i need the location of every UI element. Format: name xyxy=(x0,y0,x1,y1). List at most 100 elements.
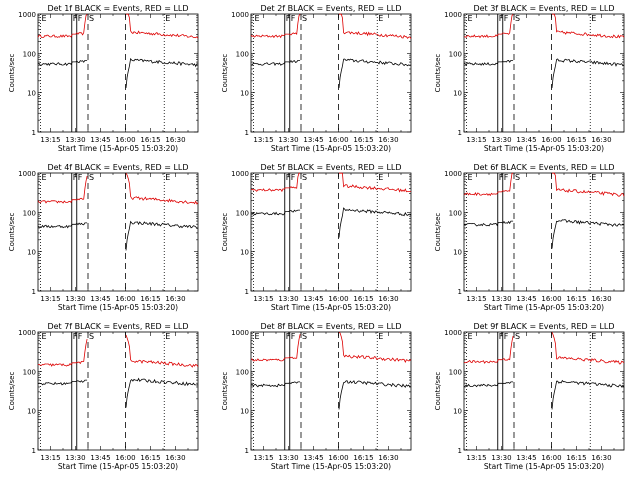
x-tick-label: 13:45 xyxy=(303,454,323,462)
y-tick-label: 1000 xyxy=(231,170,249,178)
marker-label: F xyxy=(291,173,296,182)
x-tick-label: 13:45 xyxy=(516,136,536,144)
marker-label: F xyxy=(504,14,509,23)
events-series-line xyxy=(37,220,199,251)
marker-label: E xyxy=(255,173,260,182)
x-tick-label: 13:15 xyxy=(466,295,486,303)
marker-label: F xyxy=(499,173,504,182)
marker-label: S xyxy=(515,332,520,341)
marker-label: F xyxy=(291,332,296,341)
marker-label: F xyxy=(73,14,78,23)
y-axis-label: Counts/sec xyxy=(221,372,229,411)
y-tick-label: 1000 xyxy=(18,170,36,178)
x-tick-label: 16:00 xyxy=(115,136,135,144)
y-tick-label: 1000 xyxy=(18,11,36,19)
panel-9: Det 9f BLACK = Events, RED = LLD 1 10 100 10… xyxy=(434,322,625,471)
x-tick-label: 16:00 xyxy=(328,454,348,462)
x-tick-label: 16:15 xyxy=(353,454,373,462)
marker-label: F xyxy=(504,332,509,341)
y-tick-label: 100 xyxy=(236,368,249,376)
lld-series-line xyxy=(37,13,199,39)
y-tick-label: 1 xyxy=(245,129,249,137)
events-series-line xyxy=(37,377,199,408)
y-tick-label: 100 xyxy=(23,50,36,58)
x-axis-label: Start Time (15-Apr-05 15:03:20) xyxy=(58,303,178,312)
marker-label: E xyxy=(591,14,596,23)
y-tick-label: 100 xyxy=(236,209,249,217)
y-tick-label: 1 xyxy=(245,447,249,455)
y-tick-label: 1000 xyxy=(231,11,249,19)
panel-4: Det 4f BLACK = Events, RED = LLD 1 10 100 10… xyxy=(8,163,199,312)
x-tick-label: 16:30 xyxy=(378,295,398,303)
x-tick-label: 13:30 xyxy=(65,136,85,144)
marker-label: F xyxy=(286,173,291,182)
x-tick-label: 16:15 xyxy=(566,136,586,144)
marker-label: E xyxy=(165,332,170,341)
events-series-line xyxy=(463,58,625,88)
x-tick-label: 13:30 xyxy=(278,454,298,462)
y-axis-label: Counts/sec xyxy=(434,372,442,411)
x-tick-label: 13:15 xyxy=(253,136,273,144)
y-axis-label: Counts/sec xyxy=(434,213,442,252)
y-tick-label: 1000 xyxy=(444,170,462,178)
x-tick-label: 16:15 xyxy=(566,295,586,303)
lld-series-line xyxy=(463,13,625,39)
y-axis-label: Counts/sec xyxy=(8,372,16,411)
x-tick-label: 13:30 xyxy=(278,295,298,303)
x-tick-label: 16:00 xyxy=(328,295,348,303)
lld-series-line xyxy=(463,332,625,365)
y-tick-label: 1 xyxy=(32,447,36,455)
y-tick-label: 100 xyxy=(449,209,462,217)
y-tick-label: 10 xyxy=(27,249,36,257)
y-tick-label: 10 xyxy=(240,249,249,257)
panel-1: Det 1f BLACK = Events, RED = LLD 1 10 100 10… xyxy=(8,4,199,153)
marker-label: E xyxy=(378,332,383,341)
x-tick-label: 13:30 xyxy=(278,136,298,144)
y-tick-label: 100 xyxy=(23,209,36,217)
marker-label: E xyxy=(255,14,260,23)
marker-label: E xyxy=(42,14,47,23)
panel-title: Det 2f BLACK = Events, RED = LLD xyxy=(260,4,401,13)
y-axis-label: Counts/sec xyxy=(8,213,16,252)
x-tick-label: 13:30 xyxy=(65,454,85,462)
x-axis-label: Start Time (15-Apr-05 15:03:20) xyxy=(58,144,178,153)
events-series-line xyxy=(250,207,412,238)
y-axis-label: Counts/sec xyxy=(434,54,442,93)
lld-series-line xyxy=(250,13,412,39)
marker-label: E xyxy=(591,332,596,341)
marker-label: S xyxy=(302,332,307,341)
x-tick-label: 16:00 xyxy=(541,295,561,303)
x-tick-label: 13:30 xyxy=(491,295,511,303)
x-tick-label: 13:45 xyxy=(90,454,110,462)
x-tick-label: 13:45 xyxy=(90,136,110,144)
y-tick-label: 1000 xyxy=(231,329,249,337)
x-tick-label: 16:30 xyxy=(165,295,185,303)
y-tick-label: 100 xyxy=(236,50,249,58)
marker-label: S xyxy=(302,173,307,182)
marker-label: F xyxy=(286,14,291,23)
y-tick-label: 10 xyxy=(27,90,36,98)
y-tick-label: 1 xyxy=(458,129,462,137)
x-tick-label: 16:30 xyxy=(591,454,611,462)
panel-title: Det 8f BLACK = Events, RED = LLD xyxy=(260,322,401,331)
plot-frame xyxy=(37,331,199,451)
x-tick-label: 13:30 xyxy=(491,454,511,462)
x-tick-label: 16:00 xyxy=(115,454,135,462)
x-tick-label: 16:30 xyxy=(165,454,185,462)
marker-label: F xyxy=(73,332,78,341)
y-tick-label: 1 xyxy=(32,129,36,137)
x-tick-label: 13:45 xyxy=(303,136,323,144)
marker-label: E xyxy=(468,14,473,23)
marker-label: S xyxy=(89,332,94,341)
marker-label: S xyxy=(89,14,94,23)
panel-title: Det 1f BLACK = Events, RED = LLD xyxy=(47,4,188,13)
plot-frame xyxy=(37,172,199,292)
plot-frame xyxy=(250,172,412,292)
marker-label: E xyxy=(591,173,596,182)
x-tick-label: 16:30 xyxy=(591,136,611,144)
y-tick-label: 1000 xyxy=(444,11,462,19)
x-tick-label: 13:15 xyxy=(40,136,60,144)
panel-2: Det 2f BLACK = Events, RED = LLD 1 10 100 10… xyxy=(221,4,412,153)
x-tick-label: 16:30 xyxy=(378,136,398,144)
panel-3: Det 3f BLACK = Events, RED = LLD 1 10 100 10… xyxy=(434,4,625,153)
